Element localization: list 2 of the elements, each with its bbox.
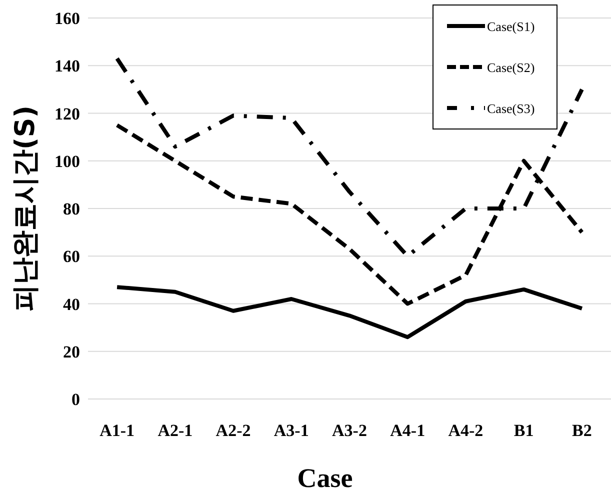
xlabel: Case [297, 463, 353, 493]
ylabel: 피난완료시간(S) [10, 105, 41, 312]
